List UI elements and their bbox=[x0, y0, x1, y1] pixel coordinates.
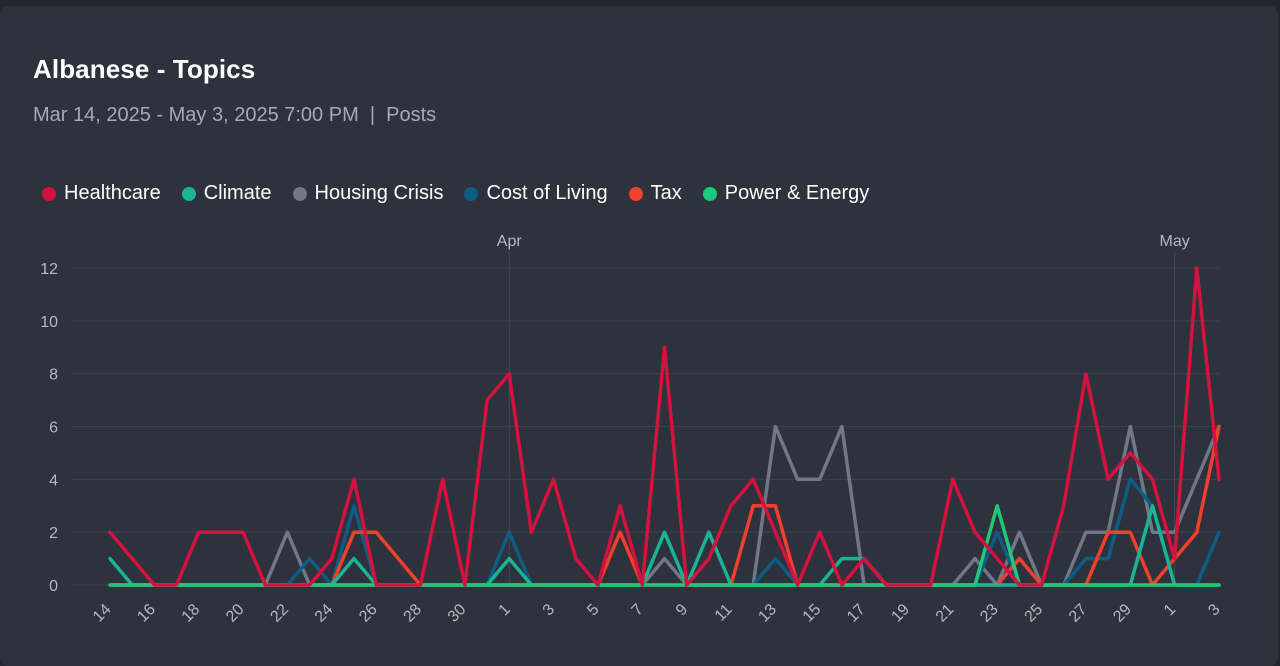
chart-legend: Healthcare Climate Housing Crisis Cost of L… bbox=[42, 182, 890, 205]
y-tick-label: 2 bbox=[49, 525, 58, 542]
x-tick-label: 30 bbox=[445, 601, 470, 626]
legend-dot bbox=[464, 186, 479, 201]
x-tick-label: 14 bbox=[90, 601, 115, 626]
y-tick-label: 4 bbox=[49, 472, 58, 489]
x-tick-label: 29 bbox=[1110, 601, 1135, 626]
legend-label: Power & Energy bbox=[724, 182, 870, 204]
series-line-housing-crisis bbox=[108, 424, 1221, 587]
x-tick-label: 15 bbox=[800, 601, 825, 626]
legend-label: Healthcare bbox=[64, 182, 161, 204]
legend-label: Tax bbox=[650, 182, 682, 204]
x-tick-label: 3 bbox=[540, 601, 558, 619]
legend-item-tax[interactable]: Tax bbox=[628, 182, 682, 205]
y-tick-label: 6 bbox=[49, 420, 58, 437]
legend-item-healthcare[interactable]: Healthcare bbox=[42, 182, 161, 205]
legend-dot bbox=[702, 186, 717, 201]
x-tick-label: 1 bbox=[1161, 601, 1179, 619]
legend-label: Housing Crisis bbox=[314, 182, 444, 204]
legend-dot bbox=[181, 186, 196, 201]
x-tick-label: 9 bbox=[673, 601, 691, 619]
legend-item-power-energy[interactable]: Power & Energy bbox=[702, 182, 870, 205]
y-tick-label: 0 bbox=[49, 578, 58, 595]
x-tick-label: 1 bbox=[496, 601, 514, 619]
legend-label: Cost of Living bbox=[486, 182, 608, 204]
month-marker-label: May bbox=[1160, 233, 1190, 250]
legend-dot bbox=[628, 186, 643, 201]
x-tick-label: 23 bbox=[977, 601, 1002, 626]
y-tick-label: 8 bbox=[49, 367, 58, 384]
x-tick-label: 22 bbox=[267, 601, 292, 626]
x-tick-label: 3 bbox=[1205, 601, 1223, 619]
x-tick-label: 28 bbox=[401, 601, 426, 626]
x-tick-label: 25 bbox=[1022, 601, 1047, 626]
legend-item-climate[interactable]: Climate bbox=[181, 182, 272, 205]
y-tick-label: 10 bbox=[40, 314, 58, 331]
x-tick-label: 5 bbox=[584, 601, 602, 619]
x-tick-label: 11 bbox=[712, 601, 736, 625]
x-tick-label: 13 bbox=[755, 601, 780, 626]
legend-dot bbox=[292, 186, 307, 201]
y-tick-label: 12 bbox=[40, 261, 58, 278]
x-tick-label: 26 bbox=[356, 601, 381, 626]
x-tick-label: 20 bbox=[223, 601, 248, 626]
x-tick-label: 7 bbox=[629, 601, 647, 619]
legend-item-cost-of-living[interactable]: Cost of Living bbox=[464, 182, 608, 205]
chart-title: Albanese - Topics bbox=[33, 54, 256, 84]
x-tick-label: 17 bbox=[844, 601, 869, 626]
x-tick-label: 21 bbox=[933, 601, 958, 626]
legend-item-housing-crisis[interactable]: Housing Crisis bbox=[292, 182, 444, 205]
legend-label: Climate bbox=[203, 182, 272, 204]
x-tick-label: 19 bbox=[888, 601, 913, 626]
x-tick-label: 16 bbox=[134, 601, 159, 626]
month-marker-label: Apr bbox=[497, 233, 523, 250]
chart-subtitle: Mar 14, 2025 - May 3, 2025 7:00 PM | Pos… bbox=[33, 104, 437, 126]
x-tick-label: 27 bbox=[1066, 601, 1091, 626]
x-tick-label: 18 bbox=[179, 601, 204, 626]
x-tick-label: 24 bbox=[312, 601, 337, 626]
series-line-healthcare bbox=[108, 266, 1221, 587]
legend-dot bbox=[42, 186, 56, 201]
chart-card: Albanese - Topics Mar 14, 2025 - May 3, … bbox=[0, 6, 1278, 666]
